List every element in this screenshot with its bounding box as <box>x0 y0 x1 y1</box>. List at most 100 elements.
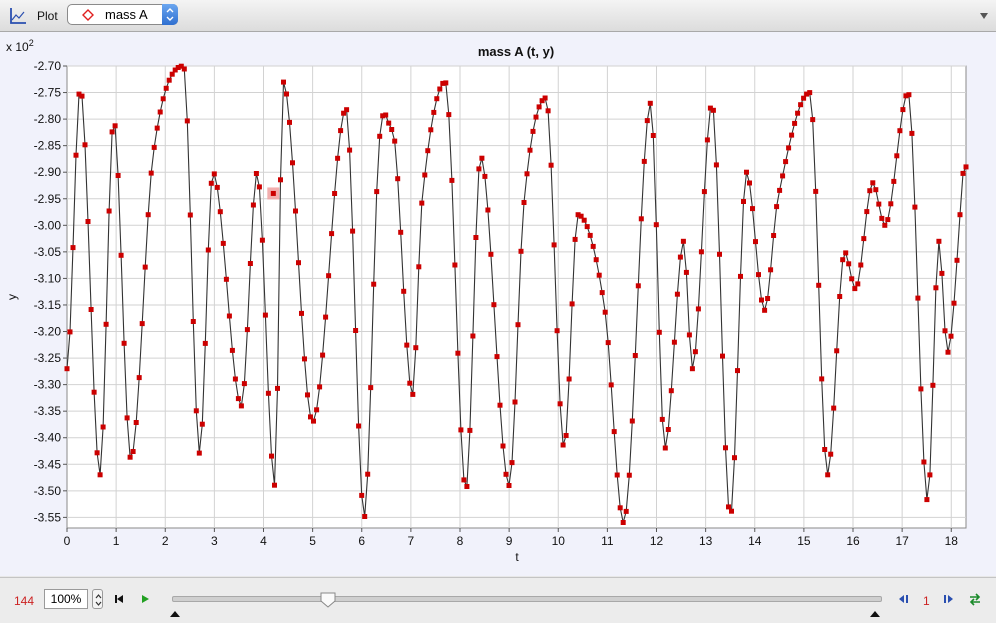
zoom-field[interactable]: 100% <box>44 589 88 609</box>
data-point[interactable] <box>653 222 659 228</box>
data-point[interactable] <box>539 98 545 104</box>
data-point[interactable] <box>738 273 743 279</box>
data-point[interactable] <box>214 184 220 190</box>
data-point[interactable] <box>948 333 954 339</box>
data-point[interactable] <box>383 112 389 118</box>
data-point[interactable] <box>861 236 867 242</box>
data-point[interactable] <box>771 233 777 238</box>
data-point[interactable] <box>148 170 154 176</box>
step-size[interactable]: 1 <box>923 594 930 608</box>
data-point[interactable] <box>768 267 774 273</box>
data-point[interactable] <box>894 153 900 159</box>
data-point[interactable] <box>825 472 831 478</box>
data-point[interactable] <box>882 222 888 228</box>
data-point[interactable] <box>566 376 572 382</box>
data-point[interactable] <box>175 65 181 70</box>
data-point[interactable] <box>329 231 335 237</box>
data-point[interactable] <box>479 155 485 161</box>
data-point[interactable] <box>163 85 169 91</box>
data-point[interactable] <box>241 381 247 387</box>
data-point[interactable] <box>217 209 223 215</box>
data-point[interactable] <box>665 427 671 432</box>
data-point[interactable] <box>804 91 810 97</box>
data-point[interactable] <box>70 245 76 251</box>
data-point[interactable] <box>452 262 458 268</box>
data-point[interactable] <box>320 352 326 358</box>
data-point[interactable] <box>563 433 569 438</box>
data-point[interactable] <box>587 232 593 238</box>
data-point[interactable] <box>689 366 695 372</box>
data-point[interactable] <box>545 108 551 114</box>
data-point[interactable] <box>548 162 554 168</box>
data-point[interactable] <box>464 484 470 489</box>
data-point[interactable] <box>226 313 232 319</box>
data-point[interactable] <box>272 482 277 488</box>
data-point[interactable] <box>181 66 187 72</box>
data-point[interactable] <box>632 353 638 358</box>
data-point[interactable] <box>810 117 816 123</box>
data-point[interactable] <box>759 297 764 303</box>
data-point[interactable] <box>717 251 722 257</box>
data-point[interactable] <box>106 208 112 214</box>
data-point[interactable] <box>701 189 707 195</box>
data-point[interactable] <box>238 403 244 409</box>
data-point[interactable] <box>208 180 214 186</box>
data-point[interactable] <box>91 389 97 395</box>
data-point[interactable] <box>278 177 283 183</box>
data-point[interactable] <box>659 416 665 422</box>
data-point[interactable] <box>909 130 915 136</box>
data-point[interactable] <box>852 286 858 292</box>
timeline-slider-track[interactable] <box>172 596 882 602</box>
data-point[interactable] <box>296 260 301 266</box>
data-point[interactable] <box>846 261 852 267</box>
data-point[interactable] <box>353 328 359 333</box>
data-point[interactable] <box>166 77 172 83</box>
data-point[interactable] <box>437 86 443 92</box>
data-point[interactable] <box>765 296 771 301</box>
data-point[interactable] <box>533 114 539 120</box>
data-point[interactable] <box>455 350 461 356</box>
data-point[interactable] <box>707 105 713 111</box>
data-point[interactable] <box>921 459 927 465</box>
data-point[interactable] <box>202 340 208 346</box>
data-point[interactable] <box>912 204 918 210</box>
data-point[interactable] <box>425 148 431 154</box>
data-point[interactable] <box>753 239 758 245</box>
data-point[interactable] <box>121 340 127 346</box>
data-point[interactable] <box>350 228 356 234</box>
data-point[interactable] <box>777 187 783 193</box>
data-point[interactable] <box>954 257 960 263</box>
selected-data-point[interactable] <box>270 190 276 196</box>
data-point[interactable] <box>500 443 506 449</box>
data-point[interactable] <box>638 216 644 222</box>
data-point[interactable] <box>789 132 795 138</box>
data-point[interactable] <box>554 328 560 334</box>
data-point[interactable] <box>431 109 437 115</box>
data-point[interactable] <box>906 92 912 98</box>
data-point[interactable] <box>792 120 798 126</box>
data-point[interactable] <box>924 497 930 503</box>
data-point[interactable] <box>897 128 903 134</box>
skip-to-start-icon[interactable] <box>113 593 125 605</box>
data-point[interactable] <box>602 309 608 315</box>
data-point[interactable] <box>428 127 434 133</box>
data-point[interactable] <box>151 144 157 150</box>
data-point[interactable] <box>401 288 407 294</box>
data-point[interactable] <box>332 191 338 196</box>
data-point[interactable] <box>305 392 310 398</box>
data-point[interactable] <box>269 453 274 459</box>
data-point[interactable] <box>900 107 906 113</box>
data-point[interactable] <box>849 276 855 282</box>
data-point[interactable] <box>560 442 566 448</box>
data-point[interactable] <box>338 128 344 134</box>
data-point[interactable] <box>536 104 542 110</box>
data-point[interactable] <box>485 207 491 213</box>
data-point[interactable] <box>67 329 73 335</box>
data-point[interactable] <box>244 327 250 333</box>
data-point[interactable] <box>710 107 716 113</box>
data-point[interactable] <box>97 472 103 478</box>
data-point[interactable] <box>410 391 416 397</box>
timeline-slider-thumb[interactable] <box>319 591 337 609</box>
data-point[interactable] <box>575 212 581 218</box>
data-point[interactable] <box>193 408 199 414</box>
